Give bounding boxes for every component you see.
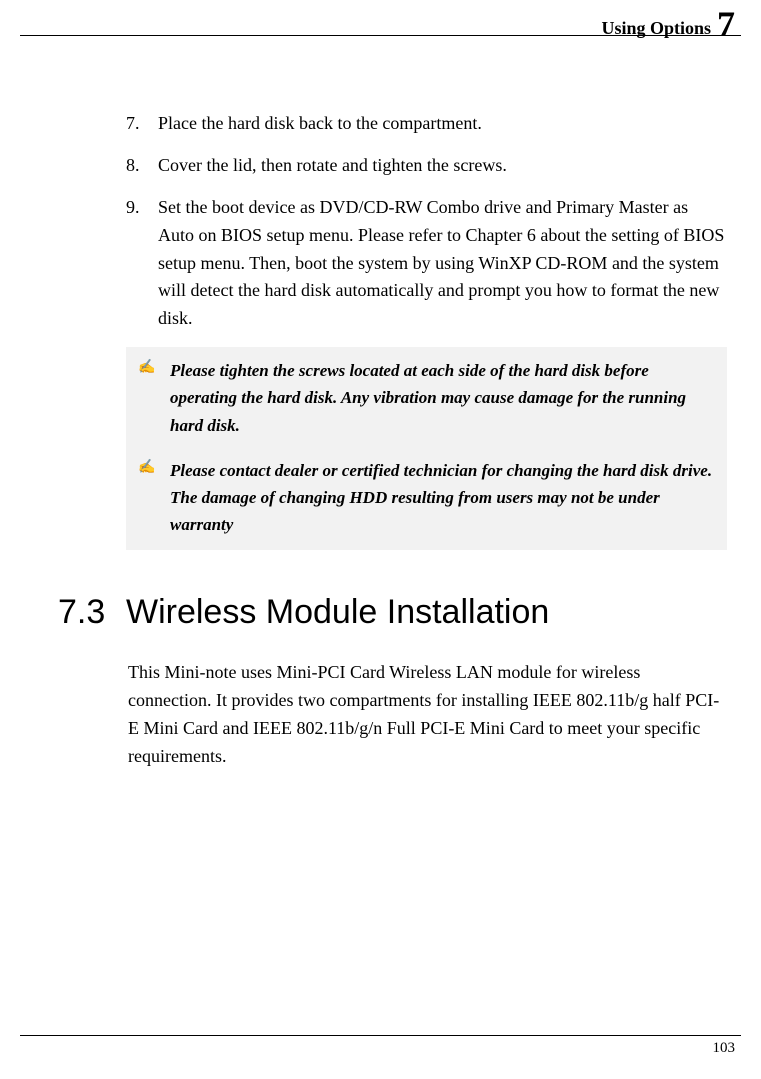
list-item: 9. Set the boot device as DVD/CD-RW Comb… (126, 194, 727, 333)
notice-text: Please tighten the screws located at eac… (170, 357, 715, 439)
pointing-hand-icon: ✍ (138, 357, 170, 439)
section-paragraph: This Mini-note uses Mini-PCI Card Wirele… (128, 659, 727, 771)
page-number: 103 (713, 1040, 736, 1056)
list-item-text: Set the boot device as DVD/CD-RW Combo d… (158, 194, 727, 333)
list-item-number: 7. (126, 110, 158, 138)
list-item: 8. Cover the lid, then rotate and tighte… (126, 152, 727, 180)
list-item-number: 9. (126, 194, 158, 333)
section-number: 7.3 (58, 586, 126, 639)
list-item: 7. Place the hard disk back to the compa… (126, 110, 727, 138)
page-footer: 103 (20, 1035, 741, 1057)
header-chapter-number: 7 (717, 6, 735, 42)
list-item-text: Cover the lid, then rotate and tighten t… (158, 152, 727, 180)
notice-item: ✍ Please tighten the screws located at e… (138, 357, 715, 439)
list-item-text: Place the hard disk back to the compartm… (158, 110, 727, 138)
section-heading: 7.3 Wireless Module Installation (58, 586, 727, 639)
page-content: 7. Place the hard disk back to the compa… (126, 110, 727, 771)
page-header: Using Options 7 (20, 0, 741, 36)
list-item-number: 8. (126, 152, 158, 180)
pointing-hand-icon: ✍ (138, 457, 170, 539)
section-title: Wireless Module Installation (126, 586, 549, 639)
notice-item: ✍ Please contact dealer or certified tec… (138, 457, 715, 539)
page: Using Options 7 7. Place the hard disk b… (0, 0, 761, 1079)
notice-box: ✍ Please tighten the screws located at e… (126, 347, 727, 550)
notice-text: Please contact dealer or certified techn… (170, 457, 715, 539)
header-title: Using Options (601, 18, 711, 39)
